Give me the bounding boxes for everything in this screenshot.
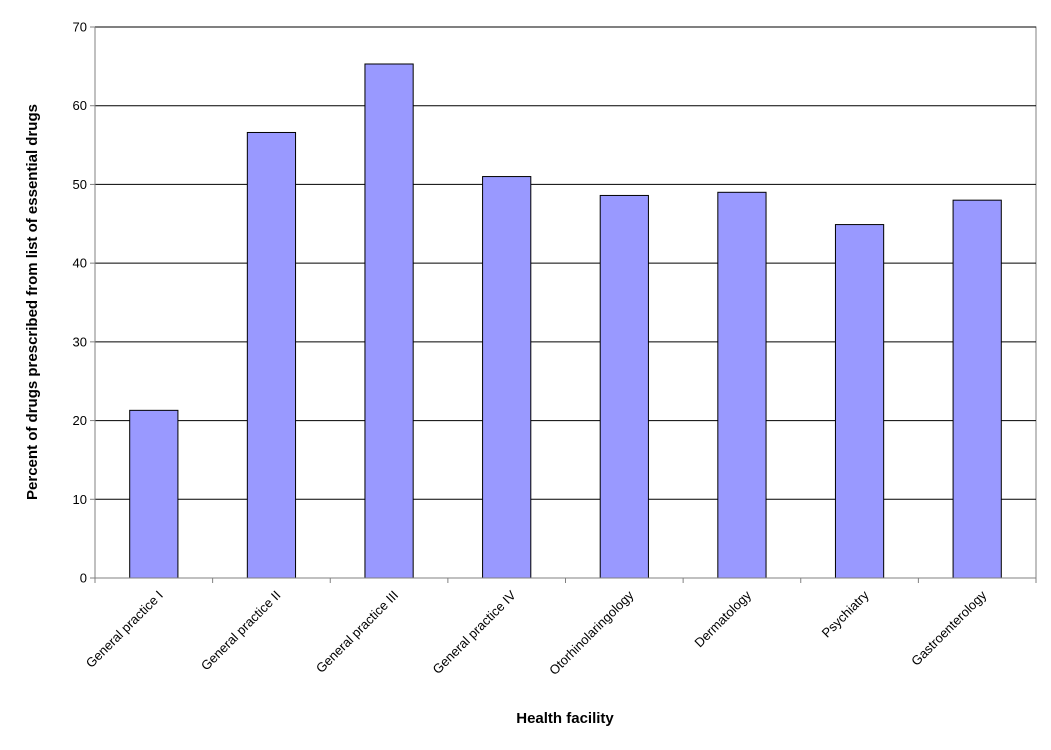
y-tick-label: 30 bbox=[73, 334, 87, 349]
bar bbox=[364, 63, 414, 579]
y-tick-label: 0 bbox=[80, 571, 87, 586]
bar bbox=[246, 131, 297, 579]
x-axis-title: Health facility bbox=[516, 710, 614, 727]
y-axis: 0 10 20 30 40 50 60 70 bbox=[73, 20, 96, 586]
bar bbox=[834, 224, 885, 579]
bar bbox=[482, 176, 532, 579]
x-tick-label: Dermatology bbox=[691, 587, 754, 650]
bar bbox=[952, 199, 1002, 579]
bar bbox=[599, 194, 649, 579]
y-tick-label: 20 bbox=[73, 413, 87, 428]
y-tick-label: 40 bbox=[73, 256, 87, 271]
bar bbox=[717, 191, 767, 579]
x-tick-label: Psychiatry bbox=[819, 587, 872, 640]
plot-area bbox=[94, 26, 1037, 579]
x-axis: General practice I General practice II Gen… bbox=[83, 577, 1037, 678]
x-tick-label: Otorhinolaringology bbox=[546, 587, 637, 678]
y-tick-label: 10 bbox=[73, 492, 87, 507]
y-axis-title: Percent of drugs prescribed from list of… bbox=[24, 104, 41, 500]
x-tick-label: General practice IV bbox=[430, 587, 520, 677]
y-tick-label: 70 bbox=[73, 20, 87, 35]
x-tick-label: General practice III bbox=[313, 588, 401, 676]
bar bbox=[129, 409, 179, 579]
y-tick-label: 50 bbox=[73, 177, 87, 192]
x-tick-label: General practice I bbox=[83, 588, 166, 671]
x-tick-label: Gastroenterology bbox=[908, 587, 989, 668]
bars bbox=[129, 63, 1002, 579]
y-tick-label: 60 bbox=[73, 98, 87, 113]
x-tick-label: General practice II bbox=[198, 588, 284, 674]
